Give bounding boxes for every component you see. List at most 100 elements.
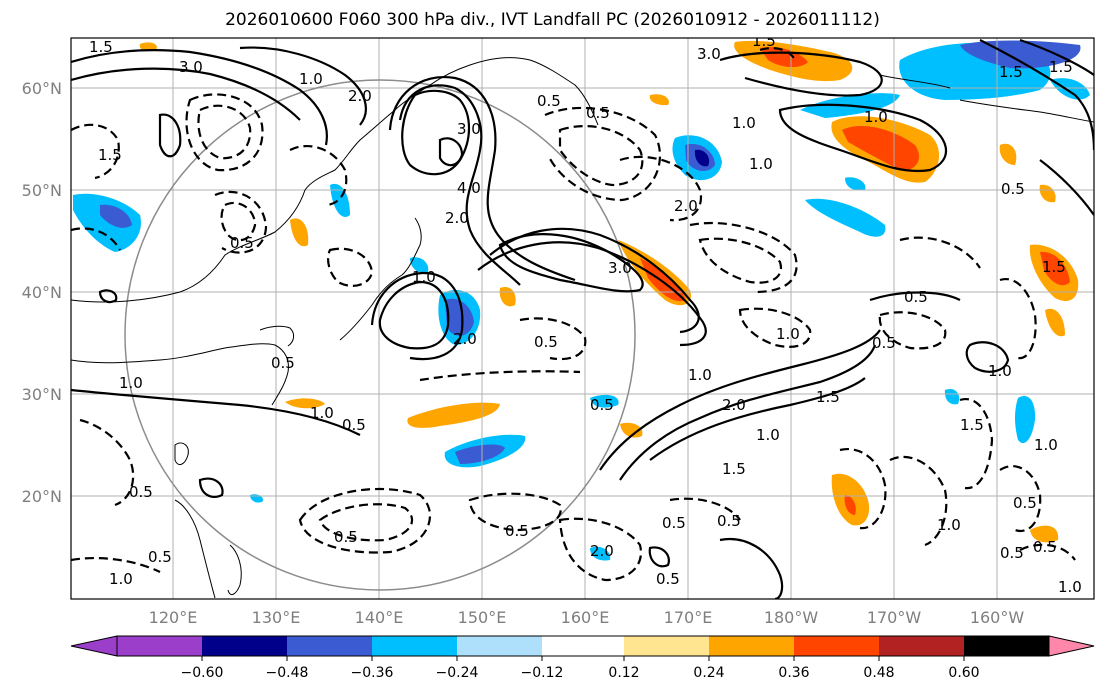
contour-label: 1.5 <box>999 63 1023 81</box>
contour-line <box>959 397 994 490</box>
shade-positive <box>407 402 500 428</box>
contour-line <box>71 557 161 573</box>
contour-label: 1.0 <box>1034 436 1058 454</box>
contour-label: 1.0 <box>412 268 436 286</box>
longitude-axis: 120°E 130°E 140°E 150°E 160°E 170°E 180°… <box>149 608 1025 627</box>
contour-label: 0.5 <box>904 288 928 306</box>
shade-negative <box>694 149 710 167</box>
shade-negative <box>960 40 1081 69</box>
contour-label: 4.0 <box>457 179 481 197</box>
contour-label: 0.5 <box>334 528 358 546</box>
shade-negative <box>944 388 960 405</box>
shade-negative <box>455 444 505 464</box>
coastline <box>959 99 1094 123</box>
contour-label: 0.5 <box>271 354 295 372</box>
contour-line <box>778 103 948 173</box>
shade-negative <box>845 177 866 191</box>
contour-label: 1.5 <box>722 460 746 478</box>
contour-line <box>1019 543 1076 561</box>
contour-label: 0.5 <box>505 522 529 540</box>
contour-line <box>370 271 464 361</box>
contour-line <box>1019 38 1094 76</box>
contour-label: 1.0 <box>310 404 334 422</box>
contour-label: 0.5 <box>662 514 686 532</box>
contour-label: 0.5 <box>656 570 680 588</box>
contour-line <box>468 492 562 532</box>
contour-label: 1.0 <box>937 516 961 534</box>
contour-line <box>477 241 707 347</box>
contour-label: 0.5 <box>342 416 366 434</box>
map-content: 1.5 3.0 1.0 2.0 1.5 3.0 1.5 0.5 3.0 4.0 … <box>71 38 1094 599</box>
contour-label: 0.5 <box>537 92 561 110</box>
colorbar-segment <box>794 636 879 656</box>
contour-label: 0.5 <box>1033 538 1057 556</box>
colorbar-segment <box>117 636 202 656</box>
contour-label: 2.0 <box>674 197 698 215</box>
colorbar-ticks <box>201 656 965 661</box>
colorbar-outline <box>116 635 1050 657</box>
contour-label: 3.0 <box>608 259 632 277</box>
contour-line <box>759 46 796 61</box>
shade-positive <box>1039 184 1056 203</box>
contour-line <box>689 221 798 294</box>
coastline <box>71 57 599 303</box>
shade-negative <box>410 257 429 273</box>
contour-label: 1.5 <box>89 38 113 56</box>
contour-line <box>558 517 643 582</box>
contour-label: 1.0 <box>732 114 756 132</box>
lat-tick-label: 30°N <box>22 385 62 404</box>
contour-line <box>198 477 224 498</box>
contour-label: 1.0 <box>749 155 773 173</box>
colorbar-tick-label: 0.60 <box>948 665 979 681</box>
contour-label: 0.5 <box>129 483 153 501</box>
contour-label: 1.0 <box>756 426 780 444</box>
colorbar-tick-label: −0.60 <box>181 665 224 681</box>
contour-label: 1.5 <box>960 416 984 434</box>
coastline <box>259 325 295 347</box>
contour-line <box>698 237 783 284</box>
contour-label: 3.0 <box>697 45 721 63</box>
shade-positive <box>1040 251 1070 286</box>
contour-label: 0.5 <box>230 234 254 252</box>
colorbar-segment <box>964 636 1049 656</box>
shade-positive <box>999 143 1017 165</box>
lat-tick-label: 50°N <box>22 181 62 200</box>
coastline <box>227 544 242 596</box>
shade-negative <box>73 193 141 252</box>
colorbar-segment <box>542 636 624 656</box>
contour-line <box>878 311 947 350</box>
shade-positive <box>649 94 669 106</box>
contour-label: 2.0 <box>348 87 372 105</box>
positive-contours <box>71 38 1094 599</box>
coastlines <box>71 57 1094 599</box>
colorbar-tick-label: −0.36 <box>351 665 394 681</box>
contour-line <box>289 145 348 207</box>
contour-line <box>398 84 521 286</box>
colorbar-segment <box>709 636 794 656</box>
contour-line <box>544 106 661 202</box>
colorbar-max-extend <box>1048 635 1095 657</box>
lat-tick-label: 40°N <box>22 283 62 302</box>
colorbar-tick-label: 0.24 <box>693 665 724 681</box>
contour-label: 1.0 <box>109 570 133 588</box>
negative-contours <box>71 46 1076 582</box>
coastline <box>879 74 951 89</box>
lon-tick-label: 160°W <box>970 608 1025 627</box>
contour-line <box>619 155 703 222</box>
contour-label: 0.5 <box>717 512 741 530</box>
contour-label: 0.5 <box>1001 180 1025 198</box>
lon-tick-label: 170°W <box>867 608 922 627</box>
colorbar-segment <box>372 636 457 656</box>
contour-labels: 1.5 3.0 1.0 2.0 1.5 3.0 1.5 0.5 3.0 4.0 … <box>89 38 1082 596</box>
latitude-axis: 60°N 50°N 40°N 30°N 20°N <box>22 79 62 506</box>
shade-positive <box>620 422 643 438</box>
lon-tick-label: 140°E <box>355 608 404 627</box>
colorbar-tick-label: 0.48 <box>863 665 894 681</box>
range-circle <box>124 79 636 591</box>
shade-positive <box>1030 525 1059 543</box>
coastline <box>174 499 216 599</box>
shaded-regions <box>73 40 1090 561</box>
contour-label: 1.0 <box>1058 578 1082 596</box>
contour-line <box>185 93 264 172</box>
shade-negative <box>805 198 886 237</box>
